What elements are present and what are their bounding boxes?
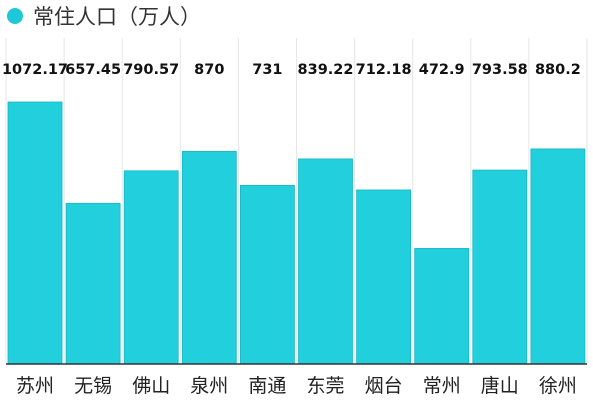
bar-南通 (239, 184, 295, 365)
value-label: 731 (252, 62, 282, 78)
category-label: 泉州 (190, 375, 228, 397)
bar-泉州 (181, 151, 237, 365)
category-label: 唐山 (481, 375, 519, 397)
value-label: 880.2 (535, 62, 581, 78)
category-label: 苏州 (16, 375, 54, 397)
value-label: 1072.17 (2, 62, 68, 78)
bar-苏州 (7, 101, 63, 365)
legend-label: 常住人口（万人） (33, 5, 201, 29)
bar-佛山 (123, 170, 179, 365)
category-labels: 苏州 无锡 佛山 泉州 南通 东莞 烟台 常州 唐山 徐州 (16, 375, 577, 397)
category-label: 徐州 (539, 375, 577, 397)
bars (7, 101, 586, 365)
value-label: 839.22 (298, 62, 354, 78)
category-label: 无锡 (74, 375, 112, 397)
legend-swatch (7, 8, 23, 24)
bar-无锡 (65, 202, 121, 365)
value-label: 870 (194, 62, 224, 78)
category-label: 常州 (423, 375, 461, 397)
value-label: 472.9 (419, 62, 465, 78)
bar-常州 (414, 248, 470, 365)
bar-唐山 (472, 169, 528, 365)
value-label: 712.18 (356, 62, 412, 78)
value-label: 790.57 (123, 62, 179, 78)
value-label: 657.45 (65, 62, 121, 78)
column-dividers (5, 38, 588, 364)
bar-烟台 (356, 189, 412, 365)
legend: 常住人口（万人） (7, 5, 201, 29)
category-label: 佛山 (132, 375, 170, 397)
category-label: 东莞 (306, 375, 344, 397)
bar-东莞 (298, 158, 353, 365)
category-label: 烟台 (365, 375, 403, 397)
category-label: 南通 (248, 375, 286, 397)
value-label: 793.58 (472, 62, 528, 78)
bar-徐州 (530, 148, 586, 365)
